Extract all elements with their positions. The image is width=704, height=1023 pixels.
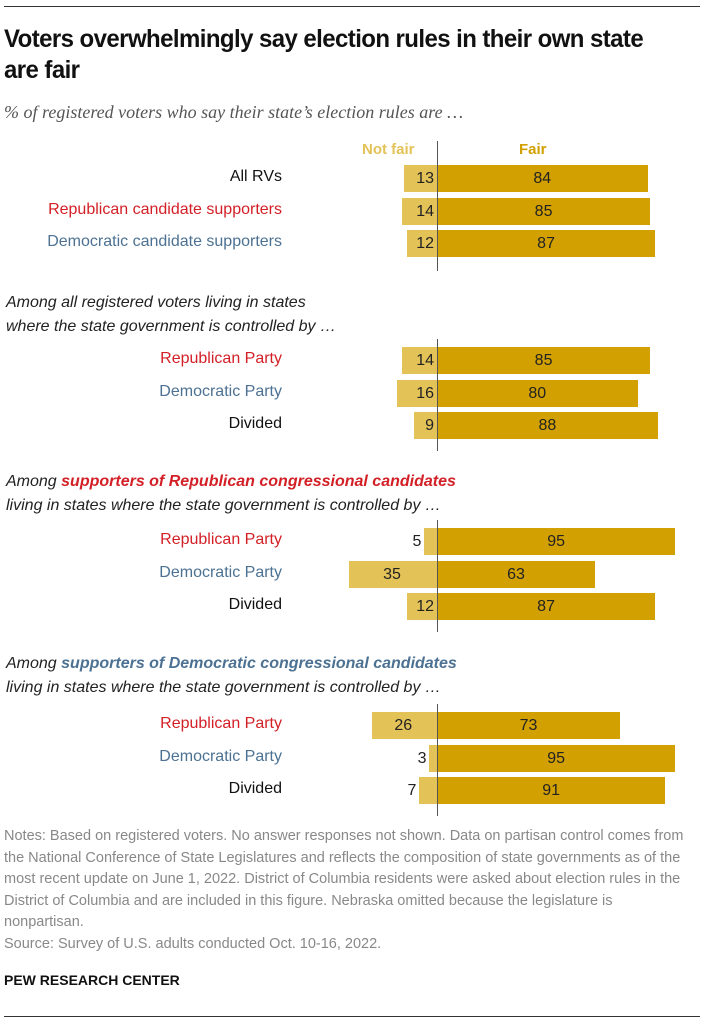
row-label: Republican candidate supporters (48, 200, 282, 218)
value-not-fair: 9 (425, 417, 434, 434)
chart-title: Voters overwhelmingly say election rules… (4, 25, 644, 84)
bar-not-fair (406, 230, 437, 257)
row-label: All RVs (229, 168, 282, 185)
value-fair: 95 (547, 749, 566, 767)
value-fair: 87 (537, 598, 555, 615)
bar-not-fair (401, 197, 437, 225)
bar-fair (437, 165, 648, 192)
value-fair: 63 (507, 565, 525, 583)
value-fair: 73 (519, 717, 538, 734)
brand-logo-text: PEW RESEARCH CENTER (4, 972, 180, 988)
bar-fair (437, 347, 651, 374)
bar-fair (437, 777, 666, 804)
bar-fair (437, 712, 621, 739)
value-not-fair: 3 (417, 749, 427, 767)
source-text: Source: Survey of U.S. adults conducted … (4, 935, 382, 952)
section-head-line2: living in states where the state governm… (6, 679, 441, 696)
row-label: Democratic candidate supporters (47, 233, 282, 250)
section-head-line2: living in states where the state governm… (6, 497, 441, 514)
section-head-line1: Among (6, 473, 62, 490)
row-label: Republican Party (160, 531, 282, 548)
bar-fair (437, 528, 676, 555)
row-label: Divided (228, 596, 282, 613)
value-not-fair: 12 (416, 598, 434, 615)
value-not-fair: 13 (416, 170, 434, 187)
value-fair: 85 (534, 352, 553, 369)
bar-not-fair (349, 560, 437, 588)
section-head-dem-supporters: Among supporters of Democratic congressi… (6, 652, 457, 700)
row-label: Republican Party (160, 715, 282, 732)
row-label: Democratic Party (159, 563, 282, 581)
bar-fair (437, 412, 658, 439)
value-not-fair: 12 (416, 235, 434, 252)
bar-not-fair (396, 379, 437, 407)
value-fair: 84 (533, 170, 552, 187)
bar-not-fair (371, 712, 437, 739)
zero-axis-line (437, 339, 438, 451)
row-label: Democratic Party (159, 747, 282, 765)
bar-not-fair (424, 528, 437, 555)
legend-fair: Fair (519, 141, 547, 158)
bar-fair (437, 197, 651, 225)
section-head-highlight: supporters of Republican congressional c… (61, 473, 456, 490)
bottom-rule (4, 1016, 700, 1017)
bar-not-fair (419, 777, 437, 804)
value-fair: 87 (537, 235, 555, 252)
section-head-line2: where the state government is controlled… (6, 318, 336, 335)
section-head-all-rvs: Among all registered voters living in st… (6, 291, 336, 339)
section-head-highlight: supporters of Democratic congressional c… (61, 655, 457, 672)
value-not-fair: 5 (412, 533, 422, 550)
top-rule (4, 6, 700, 7)
bar-fair (437, 744, 676, 772)
zero-axis-line (437, 141, 438, 271)
bar-fair (437, 379, 638, 407)
row-label: Democratic Party (159, 382, 282, 400)
zero-axis-line (437, 704, 438, 816)
row-label: Republican Party (160, 350, 282, 367)
notes-text: Notes: Based on registered voters. No an… (4, 828, 684, 930)
value-fair: 80 (528, 384, 547, 402)
bar-fair (437, 593, 656, 620)
value-fair: 88 (538, 417, 557, 434)
chart-subtitle: % of registered voters who say their sta… (4, 102, 464, 122)
value-fair: 95 (547, 533, 566, 550)
section-head-line1: Among all registered voters living in st… (6, 294, 306, 311)
value-not-fair: 14 (416, 352, 434, 369)
section-head-rep-supporters: Among supporters of Republican congressi… (6, 470, 456, 518)
value-not-fair: 26 (394, 717, 413, 734)
value-not-fair: 7 (407, 782, 417, 799)
notes: Notes: Based on registered voters. No an… (4, 826, 694, 955)
bar-not-fair (406, 593, 437, 620)
bar-not-fair (404, 165, 437, 192)
value-not-fair: 16 (416, 384, 434, 402)
section-head-line1: Among (6, 655, 62, 672)
bar-not-fair (414, 412, 437, 439)
legend-not-fair: Not fair (362, 141, 415, 158)
value-not-fair: 14 (416, 202, 434, 220)
bar-not-fair (401, 347, 437, 374)
bar-fair (437, 230, 656, 257)
row-label: Divided (228, 780, 282, 797)
value-fair: 85 (534, 202, 553, 220)
zero-axis-line (437, 520, 438, 632)
value-not-fair: 35 (383, 565, 401, 583)
bar-not-fair (429, 744, 437, 772)
row-label: Divided (228, 415, 282, 432)
value-fair: 91 (542, 782, 560, 799)
bar-fair (437, 560, 596, 588)
